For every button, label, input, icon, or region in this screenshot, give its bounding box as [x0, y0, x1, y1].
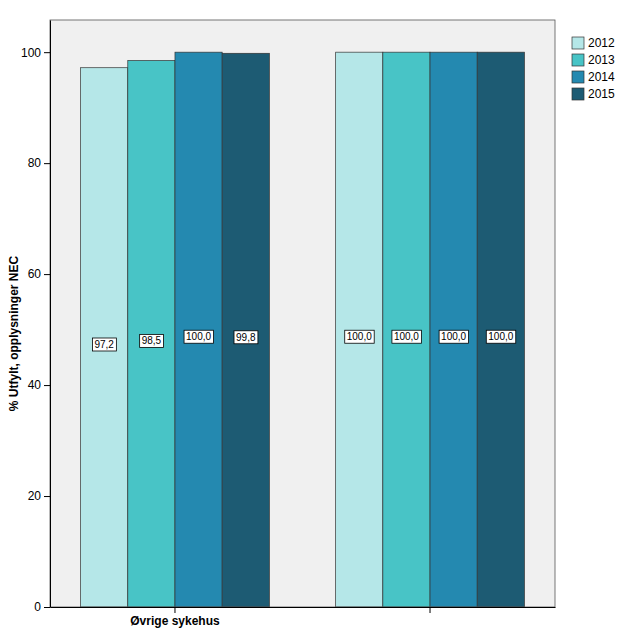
y-axis: 0 20 40 60 80 100 — [21, 21, 51, 615]
data-label-text: 98,5 — [142, 335, 162, 346]
data-label-text: 100,0 — [394, 331, 419, 342]
data-label: 100,0 — [345, 330, 374, 343]
data-label: 99,8 — [234, 331, 258, 344]
legend-label: 2012 — [588, 36, 615, 50]
legend-swatch — [572, 54, 584, 66]
data-label-text: 100,0 — [186, 331, 211, 342]
data-label-text: 100,0 — [347, 331, 372, 342]
y-tick-label: 0 — [34, 600, 41, 614]
data-label-text: 100,0 — [441, 331, 466, 342]
data-label-text: 97,2 — [94, 339, 114, 350]
data-label: 100,0 — [486, 330, 515, 343]
data-label-box — [140, 334, 164, 347]
legend-swatch — [572, 88, 584, 100]
x-tick: Øvrige sykehus — [130, 607, 220, 628]
plot-frame — [50, 20, 555, 607]
legend-label: 2014 — [588, 70, 615, 84]
data-label-text: 100,0 — [488, 331, 513, 342]
x-axis-line — [51, 607, 556, 608]
chart: 0 20 40 60 80 100 Øvrige sykehus % Utfylt, oppl… — [0, 0, 621, 628]
y-tick-label: 40 — [28, 378, 42, 392]
y-tick-mark — [44, 496, 50, 497]
data-label-box — [486, 330, 515, 343]
y-tick-label: 100 — [21, 46, 41, 60]
bar — [81, 68, 128, 607]
data-label: 100,0 — [184, 330, 213, 343]
y-axis-line — [50, 21, 51, 608]
y-tick-mark — [44, 607, 50, 608]
data-label-box — [392, 330, 421, 343]
legend-swatch — [572, 71, 584, 83]
data-label: 100,0 — [439, 330, 468, 343]
y-tick: 80 — [28, 156, 50, 170]
y-tick: 0 — [34, 600, 50, 614]
legend-label: 2015 — [588, 87, 615, 101]
y-tick-label: 20 — [28, 489, 42, 503]
y-tick-label: 60 — [28, 267, 42, 281]
x-tick-mark — [174, 607, 175, 613]
bar — [430, 52, 477, 607]
data-labels: 97,2 100,0 98,5 100,0 100,0 100,0 99,8 100,0 — [92, 330, 515, 351]
y-axis-title: % Utfylt, opplysninger NEC — [7, 255, 21, 411]
y-tick: 20 — [28, 489, 50, 503]
legend-swatch — [572, 37, 584, 49]
y-tick-mark — [44, 385, 50, 386]
data-label: 97,2 — [92, 338, 116, 351]
legend: 2012 2013 2014 2015 — [572, 36, 615, 101]
y-tick: 100 — [21, 46, 50, 60]
data-label-box — [92, 338, 116, 351]
bars — [81, 52, 525, 607]
y-tick-mark — [44, 274, 50, 275]
bar — [383, 52, 430, 607]
x-tick-mark — [430, 607, 431, 613]
data-label-text: 99,8 — [236, 332, 256, 343]
data-label-box — [345, 330, 374, 343]
legend-label: 2013 — [588, 53, 615, 67]
data-label-box — [184, 330, 213, 343]
plot-background — [50, 20, 555, 607]
y-tick-mark — [44, 163, 50, 164]
x-tick — [430, 607, 431, 613]
data-label: 98,5 — [140, 334, 164, 347]
bar — [175, 52, 222, 607]
x-axis: Øvrige sykehus — [51, 607, 556, 628]
bar — [477, 52, 524, 607]
bar — [336, 52, 383, 607]
y-tick-label: 80 — [28, 156, 42, 170]
data-label-box — [439, 330, 468, 343]
data-label: 100,0 — [392, 330, 421, 343]
y-tick: 60 — [28, 267, 50, 281]
bar — [128, 61, 175, 607]
x-tick-label: Øvrige sykehus — [130, 614, 220, 628]
bar — [222, 53, 269, 607]
data-label-box — [234, 331, 258, 344]
y-tick-mark — [44, 52, 50, 53]
y-tick: 40 — [28, 378, 50, 392]
